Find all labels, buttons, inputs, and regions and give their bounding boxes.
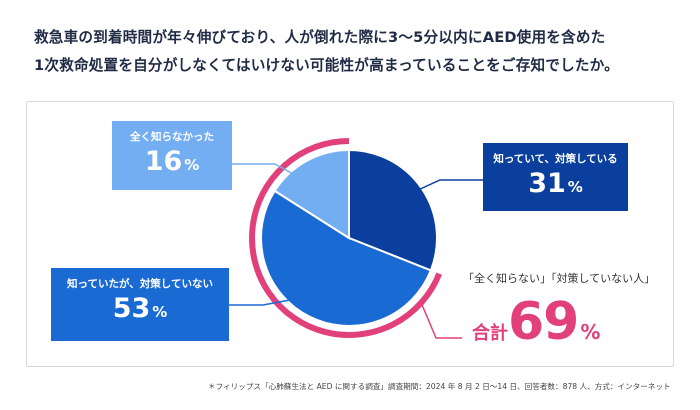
total-value: 69 <box>508 292 579 352</box>
label-know-no-act: 知っていたが、対策していない 53% <box>51 268 229 341</box>
pie-slice-unknown <box>273 148 350 240</box>
label-unknown: 全く知らなかった 16% <box>112 121 232 190</box>
survey-question: 救急車の到着時間が年々伸びており、人が倒れた際に3～5分以内にAED使用を含めた… <box>34 24 674 80</box>
label-know-act-value: 31 <box>528 168 566 199</box>
label-know-no-act-caption: 知っていたが、対策していない <box>67 278 213 290</box>
total-caption: 「全く知らない」「対策していない人」 <box>463 272 656 285</box>
pie-slice-know-no-act <box>260 189 433 327</box>
label-know-act: 知っていて、対策している 31% <box>483 143 628 211</box>
leader-highlight <box>419 299 462 339</box>
label-unknown-caption: 全く知らなかった <box>130 131 214 143</box>
question-line-1: 救急車の到着時間が年々伸びており、人が倒れた際に3～5分以内にAED使用を含めた <box>34 29 606 46</box>
footnote: ＊フィリップス「心肺蘇生法と AED に関する調査」調査期間：2024 年 8 … <box>208 382 671 391</box>
total-unit: % <box>580 320 601 344</box>
question-line-2: 1次救命処置を自分がしなくてはいけない可能性が高まっていることをご存知でしたか。 <box>34 57 619 74</box>
leader-know-no-act <box>229 299 291 306</box>
total-value-block: 合計69% <box>472 296 600 348</box>
highlight-ring <box>249 138 442 338</box>
label-unknown-value: 16 <box>144 146 183 177</box>
label-know-no-act-value: 53 <box>112 293 151 324</box>
label-know-act-caption: 知っていて、対策している <box>493 153 618 165</box>
total-prefix: 合計 <box>472 323 508 344</box>
leader-know-act <box>417 179 483 191</box>
leader-unknown <box>232 163 305 181</box>
